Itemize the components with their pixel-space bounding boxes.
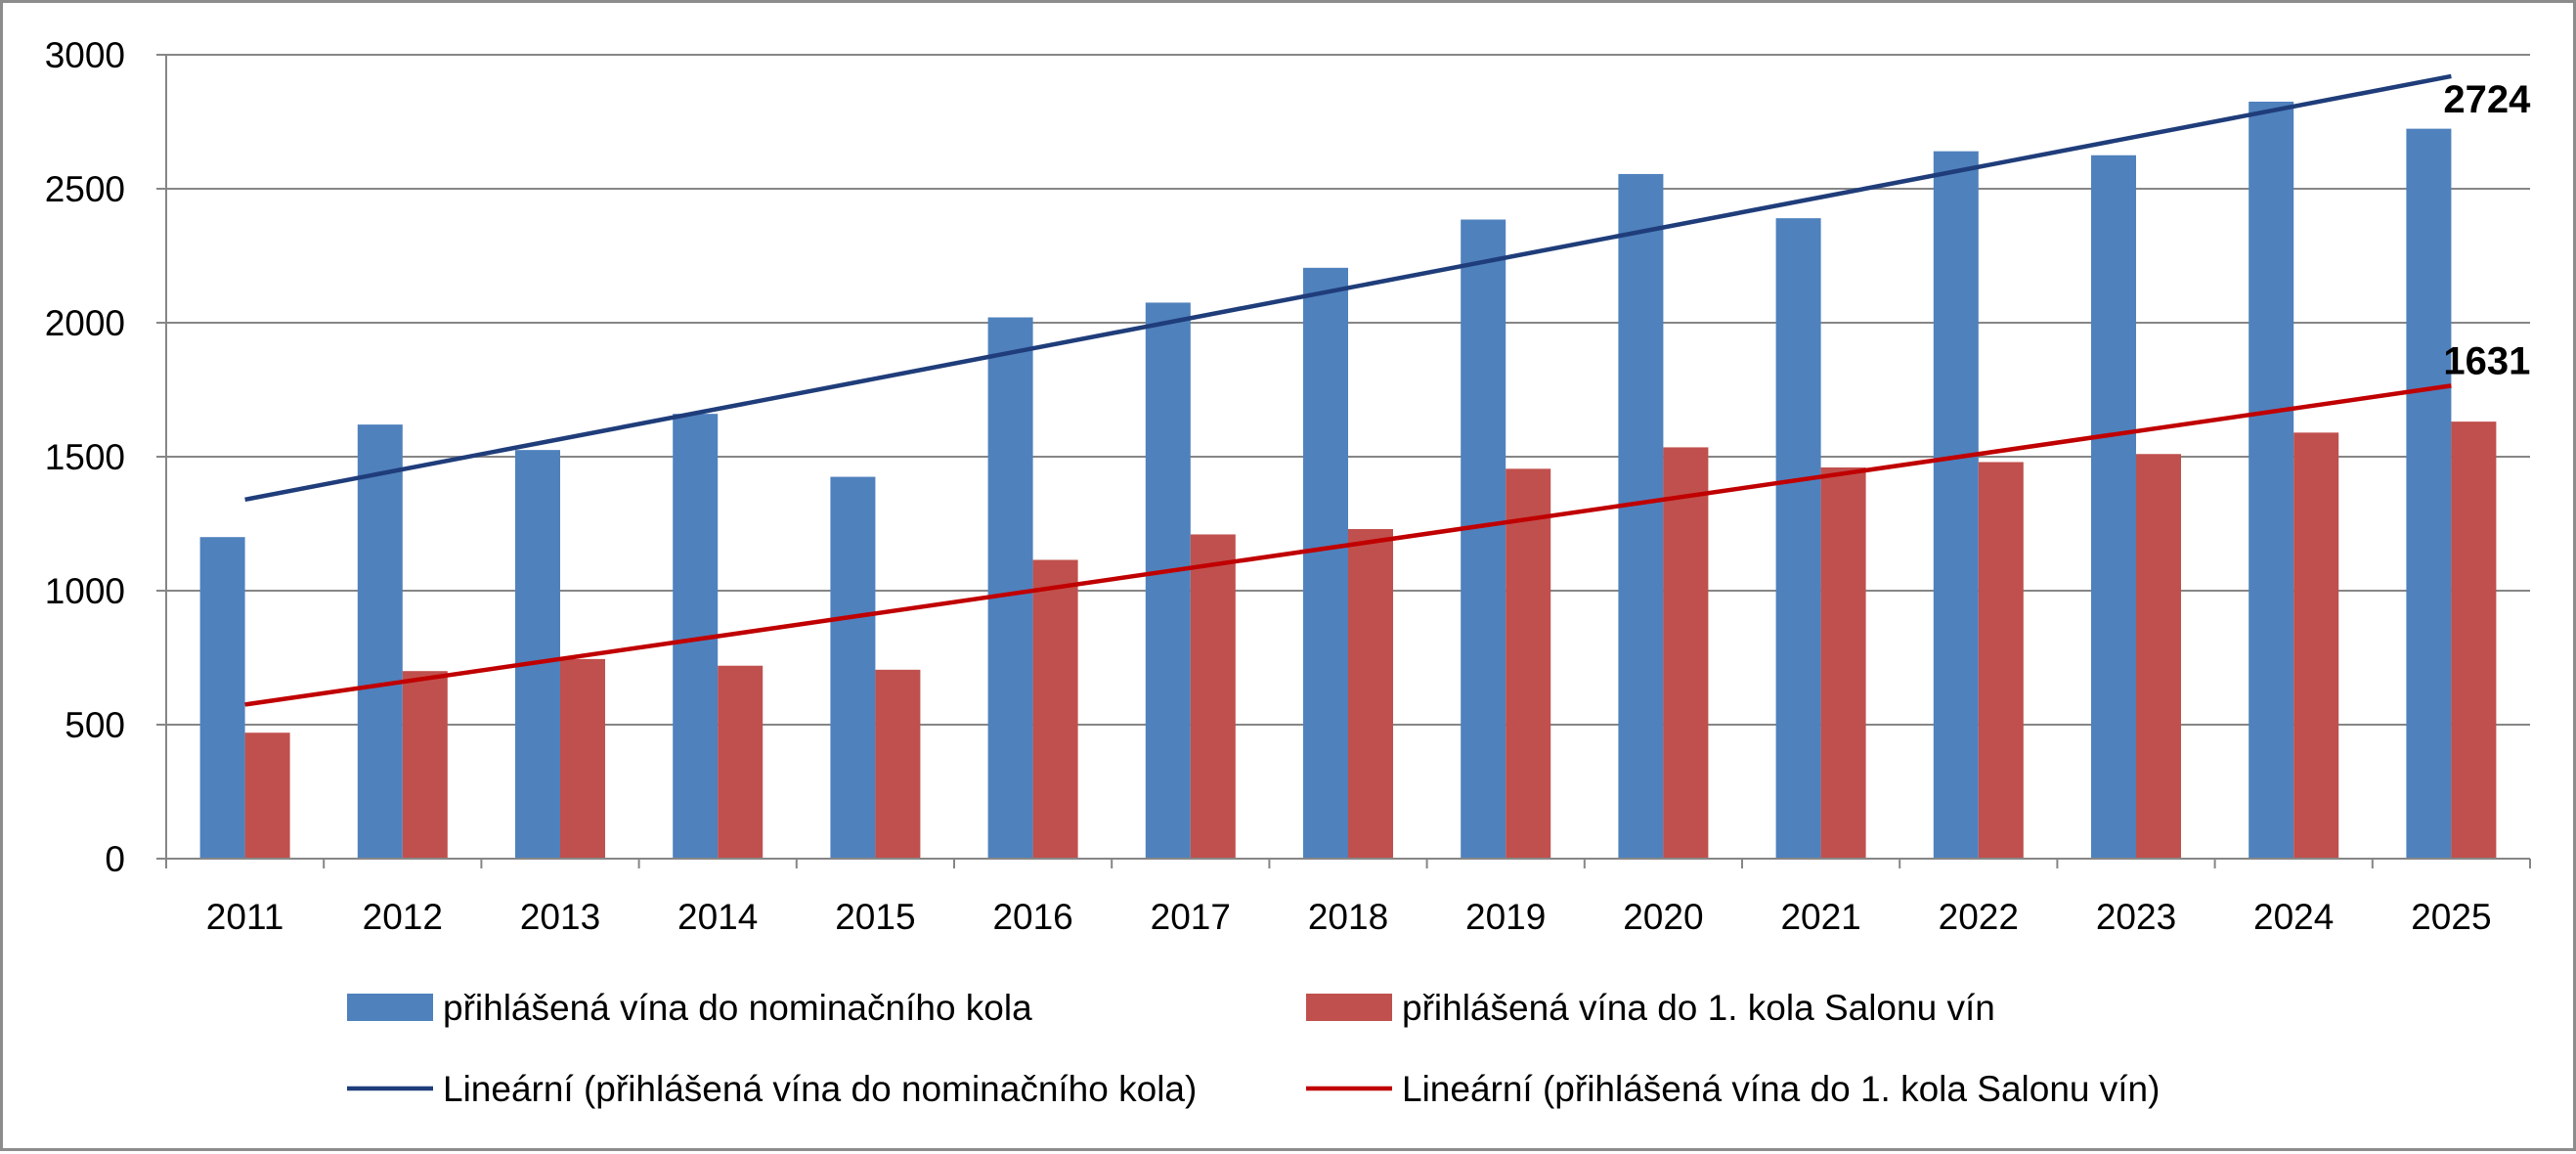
bar-nominacni-kolo-2020 — [1618, 173, 1664, 859]
y-tick-label: 0 — [105, 839, 125, 879]
y-tick-label: 1500 — [45, 437, 125, 477]
x-tick-label-2023: 2023 — [2096, 897, 2176, 937]
x-tick-label-2012: 2012 — [363, 897, 443, 937]
labels: 2724 1631 — [2443, 78, 2531, 382]
bar-salon-vin-2012 — [402, 671, 448, 859]
trendline-nominacni-kolo — [244, 73, 2452, 503]
bar-salon-vin-2025 — [2451, 422, 2497, 859]
trendline-salon-vin — [244, 383, 2452, 707]
bar-salon-vin-2013 — [560, 658, 605, 859]
bar-salon-vin-2022 — [1978, 462, 2024, 859]
x-tick-label-2019: 2019 — [1465, 897, 1546, 937]
bar-nominacni-kolo-2015 — [830, 476, 876, 859]
bar-nominacni-kolo-2023 — [2091, 155, 2136, 859]
x-tick-label-2017: 2017 — [1151, 897, 1231, 937]
axes: 0 500 1000 1500 2000 2500 3000 2011 2012 2013 2014… — [45, 35, 2531, 937]
bar-salon-vin-2024 — [2293, 432, 2339, 859]
bar-nominacni-kolo-2017 — [1145, 302, 1191, 859]
x-tick-label-2013: 2013 — [520, 897, 600, 937]
bar-salon-vin-2011 — [244, 732, 290, 859]
y-tick-label: 2500 — [45, 169, 125, 209]
bar-salon-vin-2021 — [1820, 466, 1866, 859]
trendlines — [244, 73, 2452, 707]
bar-nominacni-kolo-2013 — [515, 450, 560, 859]
x-tick-label-2016: 2016 — [992, 897, 1072, 937]
legend-swatch — [347, 994, 433, 1021]
y-tick-label: 1000 — [45, 571, 125, 611]
bar-salon-vin-2017 — [1190, 534, 1236, 859]
x-tick-label-2020: 2020 — [1623, 897, 1703, 937]
legend-item-nominacni-kolo: přihlášená vína do nominačního kola — [347, 988, 1032, 1028]
x-tick-label-2011: 2011 — [206, 897, 284, 937]
bar-nominacni-kolo-2024 — [2249, 101, 2294, 859]
x-tick-label-2024: 2024 — [2253, 897, 2334, 937]
bars — [199, 101, 2497, 860]
x-tick-label-2021: 2021 — [1780, 897, 1860, 937]
x-tick-label-2018: 2018 — [1308, 897, 1388, 937]
legend-item-trend-nominacni-kolo: Lineární (přihlášená vína do nominačního… — [347, 1069, 1197, 1109]
bar-salon-vin-2020 — [1663, 447, 1709, 859]
legend-label: přihlášená vína do nominačního kola — [443, 988, 1032, 1028]
bar-salon-vin-2019 — [1506, 468, 1551, 859]
bar-nominacni-kolo-2019 — [1461, 219, 1506, 859]
bar-nominacni-kolo-2022 — [1933, 151, 1979, 859]
bar-nominacni-kolo-2021 — [1775, 218, 1821, 859]
bar-salon-vin-2023 — [2136, 454, 2181, 859]
legend: přihlášená vína do nominačního kola přihl… — [347, 988, 2160, 1109]
legend-label: přihlášená vína do 1. kola Salonu vín — [1402, 988, 1995, 1028]
bar-nominacni-kolo-2018 — [1303, 267, 1348, 860]
y-tick-label: 3000 — [45, 35, 125, 75]
y-tick-label: 2000 — [45, 303, 125, 343]
x-tick-label-2022: 2022 — [1939, 897, 2019, 937]
legend-label: Lineární (přihlášená vína do 1. kola Sal… — [1402, 1069, 2160, 1109]
bar-nominacni-kolo-2025 — [2406, 128, 2452, 859]
bar-nominacni-kolo-2011 — [199, 537, 245, 859]
bar-nominacni-kolo-2012 — [357, 424, 403, 859]
data-label-2724: 2724 — [2443, 78, 2531, 121]
bar-salon-vin-2015 — [875, 669, 921, 859]
bar-salon-vin-2018 — [1348, 528, 1393, 859]
x-tick-label-2014: 2014 — [677, 897, 758, 937]
y-tick-label: 500 — [65, 705, 125, 745]
bar-salon-vin-2014 — [718, 665, 764, 859]
bar-nominacni-kolo-2016 — [987, 317, 1033, 859]
bar-salon-vin-2016 — [1032, 559, 1078, 859]
chart-canvas: 0 500 1000 1500 2000 2500 3000 2011 2012 2013 2014… — [45, 35, 2531, 1109]
legend-label: Lineární (přihlášená vína do nominačního… — [443, 1069, 1197, 1109]
legend-swatch — [1306, 994, 1392, 1021]
x-tick-label-2025: 2025 — [2411, 897, 2491, 937]
x-tick-label-2015: 2015 — [835, 897, 915, 937]
legend-item-salon-vin: přihlášená vína do 1. kola Salonu vín — [1306, 988, 1995, 1028]
legend-item-trend-salon-vin: Lineární (přihlášená vína do 1. kola Sal… — [1306, 1069, 2160, 1109]
data-label-1631: 1631 — [2443, 339, 2530, 382]
